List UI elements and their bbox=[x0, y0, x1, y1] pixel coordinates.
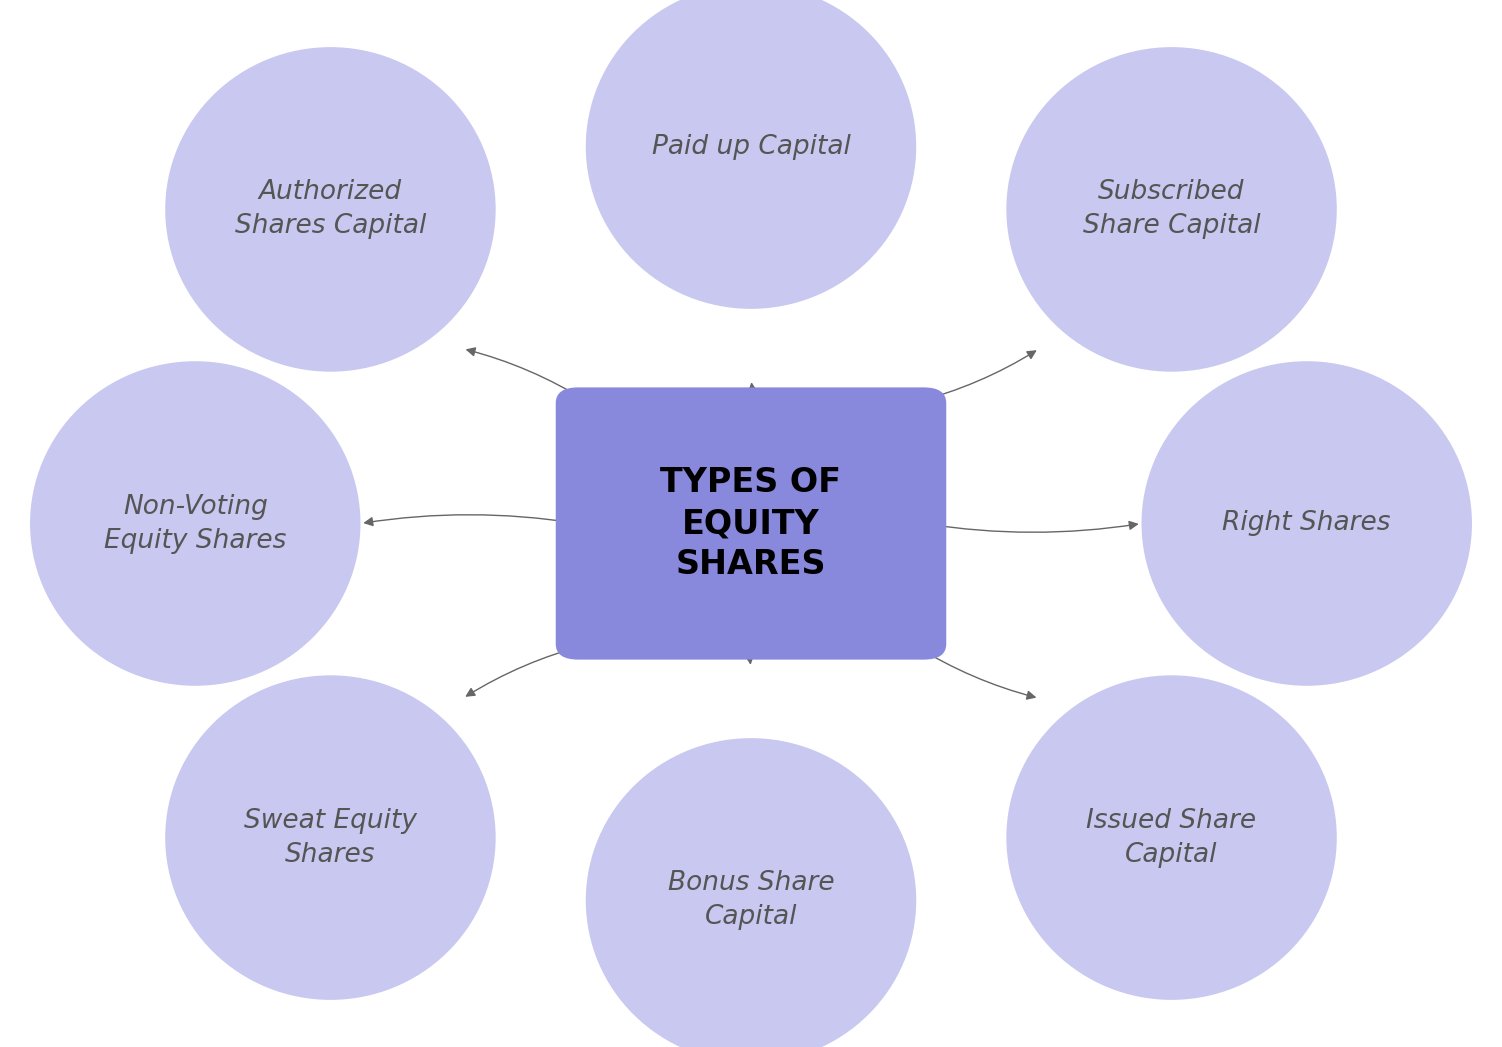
Text: Non-Voting
Equity Shares: Non-Voting Equity Shares bbox=[104, 493, 287, 554]
Text: Paid up Capital: Paid up Capital bbox=[652, 134, 850, 159]
FancyBboxPatch shape bbox=[556, 387, 946, 660]
Ellipse shape bbox=[1006, 675, 1337, 1000]
Text: Issued Share
Capital: Issued Share Capital bbox=[1086, 807, 1257, 868]
Ellipse shape bbox=[1142, 361, 1472, 686]
Text: Authorized
Shares Capital: Authorized Shares Capital bbox=[234, 179, 427, 240]
Ellipse shape bbox=[165, 675, 496, 1000]
Text: Subscribed
Share Capital: Subscribed Share Capital bbox=[1083, 179, 1260, 240]
Ellipse shape bbox=[586, 738, 916, 1047]
Text: Right Shares: Right Shares bbox=[1223, 511, 1391, 536]
Ellipse shape bbox=[165, 47, 496, 372]
Ellipse shape bbox=[1006, 47, 1337, 372]
Ellipse shape bbox=[30, 361, 360, 686]
Text: Bonus Share
Capital: Bonus Share Capital bbox=[668, 870, 834, 931]
Text: Sweat Equity
Shares: Sweat Equity Shares bbox=[243, 807, 418, 868]
Text: TYPES OF
EQUITY
SHARES: TYPES OF EQUITY SHARES bbox=[661, 466, 841, 581]
Ellipse shape bbox=[586, 0, 916, 309]
